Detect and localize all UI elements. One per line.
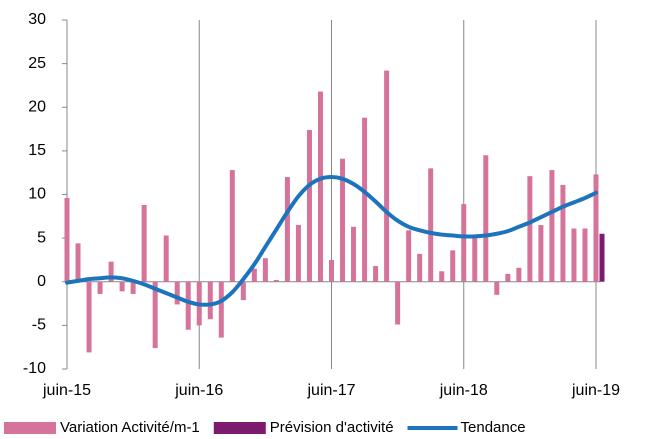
- bar: [207, 281, 213, 320]
- bar: [108, 261, 114, 282]
- bar: [86, 281, 92, 353]
- bar: [351, 226, 357, 282]
- y-tick-label: -10: [23, 360, 46, 377]
- bar: [571, 228, 577, 282]
- bar: [64, 197, 70, 282]
- y-tick-label: 5: [37, 229, 46, 246]
- bar: [174, 281, 180, 305]
- bar: [163, 235, 169, 282]
- bar: [141, 204, 147, 282]
- x-tick-label: juin-19: [571, 382, 620, 399]
- x-tick-label: juin-17: [306, 382, 355, 399]
- bar: [395, 281, 401, 325]
- y-tick-label: -5: [32, 317, 46, 334]
- bar: [450, 250, 456, 282]
- legend-swatch: [213, 422, 266, 434]
- bar: [262, 258, 268, 282]
- bar: [185, 281, 191, 330]
- bar: [273, 280, 279, 282]
- bar: [317, 91, 323, 282]
- bar: [538, 225, 544, 282]
- y-tick-label: 30: [28, 11, 46, 28]
- x-tick-label: juin-16: [174, 382, 223, 399]
- legend-swatch: [4, 422, 56, 434]
- x-tick-label: juin-15: [42, 382, 91, 399]
- legend-label: Variation Activité/m-1: [60, 419, 200, 436]
- bar: [152, 281, 158, 349]
- bar: [560, 184, 566, 282]
- bar: [472, 238, 478, 282]
- bar: [240, 281, 246, 301]
- bar: [340, 158, 346, 282]
- bar: [417, 253, 423, 282]
- y-tick-label: 25: [28, 55, 46, 72]
- y-tick-label: 20: [28, 98, 46, 115]
- bar: [362, 117, 368, 282]
- bar: [306, 129, 312, 282]
- y-tick-label: 15: [28, 142, 46, 159]
- legend-label: Prévision d'activité: [270, 419, 394, 436]
- bar: [130, 281, 136, 294]
- bar: [251, 268, 257, 282]
- trend-line: [65, 175, 598, 307]
- y-tick-label: 10: [28, 186, 46, 203]
- bar: [549, 170, 555, 282]
- bar: [329, 259, 334, 282]
- bar: [373, 266, 379, 282]
- bar: [527, 176, 533, 282]
- bar: [384, 70, 390, 282]
- bar: [229, 170, 235, 282]
- bar: [494, 281, 500, 295]
- bar: [119, 281, 125, 292]
- bar: [582, 228, 588, 282]
- bar: [218, 281, 224, 338]
- bar: [593, 174, 599, 282]
- bar: [295, 225, 301, 282]
- bar: [461, 204, 467, 282]
- bar: [516, 267, 522, 282]
- bar: [97, 281, 103, 294]
- bar: [406, 230, 412, 282]
- bar: [599, 233, 605, 282]
- bar: [284, 177, 290, 282]
- y-tick-label: 0: [37, 273, 46, 290]
- bar: [439, 271, 445, 282]
- legend-label: Tendance: [461, 419, 526, 436]
- x-tick-label: juin-18: [439, 382, 488, 399]
- bar: [505, 273, 511, 282]
- bar: [483, 155, 489, 282]
- bar: [428, 168, 434, 282]
- bar: [75, 243, 81, 282]
